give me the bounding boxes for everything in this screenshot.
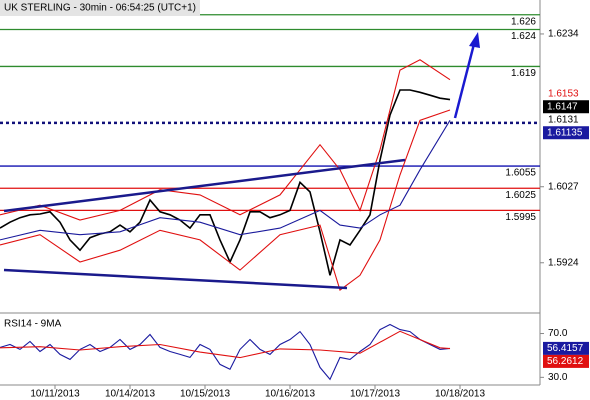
price-box xyxy=(543,354,589,368)
level-label: 1.5995 xyxy=(505,212,536,223)
price-box xyxy=(543,126,589,140)
level-label: 1.624 xyxy=(511,31,536,42)
price-label: 1.6131 xyxy=(548,114,579,125)
x-tick-label: 10/11/2013 xyxy=(30,389,80,400)
series-line xyxy=(0,323,451,381)
price-box-label: 56.4157 xyxy=(547,343,584,354)
y-tick-label: 1.6234 xyxy=(548,29,579,40)
x-tick-label: 10/18/2013 xyxy=(435,389,485,400)
panel-title: RSI14 - 9MA xyxy=(4,319,62,330)
y-tick-label: 30.0 xyxy=(548,372,568,383)
series-line xyxy=(0,109,451,292)
panel-title: UK STERLING - 30min - 06:54:25 (UTC+1) xyxy=(4,3,196,14)
level-label: 1.619 xyxy=(511,68,536,79)
price-label: 1.6153 xyxy=(548,88,579,99)
x-tick-label: 10/15/2013 xyxy=(180,389,230,400)
series-line xyxy=(0,330,451,359)
price-box-label: 1.6147 xyxy=(547,101,578,112)
level-label: 1.6025 xyxy=(505,190,536,201)
y-tick-label: 1.6027 xyxy=(548,181,579,192)
series-line xyxy=(0,59,451,221)
level-label: 1.6055 xyxy=(505,168,536,179)
price-box-label: 56.2612 xyxy=(547,356,584,367)
forecast-arrow xyxy=(453,43,476,119)
y-tick-label: 70.0 xyxy=(548,328,568,339)
price-box xyxy=(543,341,589,355)
arrow-head xyxy=(469,32,480,48)
price-box-label: 1.61135 xyxy=(547,127,583,138)
trend-line xyxy=(3,158,406,213)
title-box xyxy=(0,0,201,16)
x-tick-label: 10/16/2013 xyxy=(265,389,315,400)
level-label: 1.626 xyxy=(511,16,536,27)
x-tick-label: 10/17/2013 xyxy=(350,389,400,400)
y-tick-label: 1.5924 xyxy=(548,257,579,268)
series-line xyxy=(0,120,451,241)
series-line xyxy=(0,89,451,276)
x-tick-label: 10/14/2013 xyxy=(105,389,155,400)
price-box xyxy=(543,100,589,114)
trend-line xyxy=(3,268,348,290)
